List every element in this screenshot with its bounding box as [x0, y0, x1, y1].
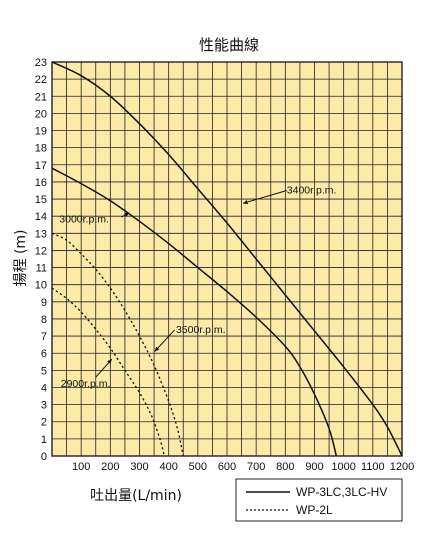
annotation-arrowhead — [243, 199, 248, 205]
legend-label-dashed: WP-2L — [296, 503, 333, 517]
y-tick-label: 14 — [35, 211, 47, 223]
y-tick-label: 19 — [35, 126, 47, 138]
x-tick-label: 200 — [101, 461, 119, 473]
plot-area: 0123456789101112131415161718192021222310… — [35, 57, 414, 473]
y-tick-label: 15 — [35, 194, 47, 206]
x-tick-label: 500 — [189, 461, 207, 473]
y-axis-label: 揚程 (m) — [12, 229, 29, 286]
x-tick-label: 400 — [159, 461, 177, 473]
y-tick-label: 16 — [35, 177, 47, 189]
y-tick-label: 18 — [35, 143, 47, 155]
y-tick-label: 13 — [35, 228, 47, 240]
legend-box — [235, 478, 403, 522]
y-tick-label: 8 — [41, 314, 47, 326]
x-tick-label: 300 — [130, 461, 148, 473]
y-tick-label: 6 — [41, 348, 47, 360]
y-tick-label: 4 — [41, 382, 47, 394]
annotation-3400r-p-m: 3400r.p.m. — [287, 185, 337, 197]
chart-title: 性能曲線 — [199, 36, 259, 54]
x-tick-label: 100 — [72, 461, 90, 473]
series-line-3400r-p-m — [51, 61, 403, 457]
x-axis-label: 吐出量(L/min) — [90, 488, 182, 504]
x-tick-label: 1000 — [331, 461, 355, 473]
y-tick-label: 10 — [35, 280, 47, 292]
y-tick-label: 21 — [35, 91, 47, 103]
y-tick-label: 3 — [41, 400, 47, 412]
legend-label-solid: WP-3LC,3LC-HV — [296, 485, 387, 499]
y-tick-label: 2 — [41, 417, 47, 429]
x-tick-label: 1200 — [390, 461, 414, 473]
y-tick-label: 7 — [41, 331, 47, 343]
x-tick-label: 800 — [276, 461, 294, 473]
x-tick-label: 900 — [305, 461, 323, 473]
y-tick-label: 0 — [41, 451, 47, 463]
y-tick-label: 23 — [35, 57, 47, 69]
series-line-3000r-p-m — [51, 167, 338, 457]
y-tick-label: 5 — [41, 365, 47, 377]
y-tick-label: 9 — [41, 297, 47, 309]
plot-frame — [51, 61, 403, 457]
x-tick-label: 1100 — [361, 461, 385, 473]
annotation-arrowhead — [154, 346, 160, 352]
y-tick-label: 22 — [35, 74, 47, 86]
y-tick-label: 1 — [41, 434, 47, 446]
x-tick-label: 700 — [247, 461, 265, 473]
annotation-leader-line — [154, 329, 175, 352]
series-annotations: 3400r.p.m. 3000r.p.m. 3500r.p.m. 2900r.p.m. — [59, 185, 336, 391]
series-line-2900r-p-m — [51, 287, 165, 457]
annotation-leader-line — [242, 189, 287, 204]
y-tick-label: 11 — [36, 263, 47, 275]
annotation-3500r-p-m: 3500r.p.m. — [176, 324, 226, 336]
x-tick-label: 600 — [218, 461, 236, 473]
annotation-arrowhead — [124, 212, 130, 217]
y-tick-label: 17 — [35, 160, 47, 172]
annotation-2900r-p-m: 2900r.p.m. — [61, 378, 111, 390]
legend: WP-3LC,3LC-HV WP-2L — [235, 478, 403, 522]
y-tick-label: 12 — [35, 245, 47, 257]
series-line-3500r-p-m — [51, 232, 184, 457]
annotation-arrowhead — [107, 359, 112, 365]
y-tick-label: 20 — [35, 108, 47, 120]
annotation-3000r-p-m: 3000r.p.m. — [59, 214, 109, 226]
